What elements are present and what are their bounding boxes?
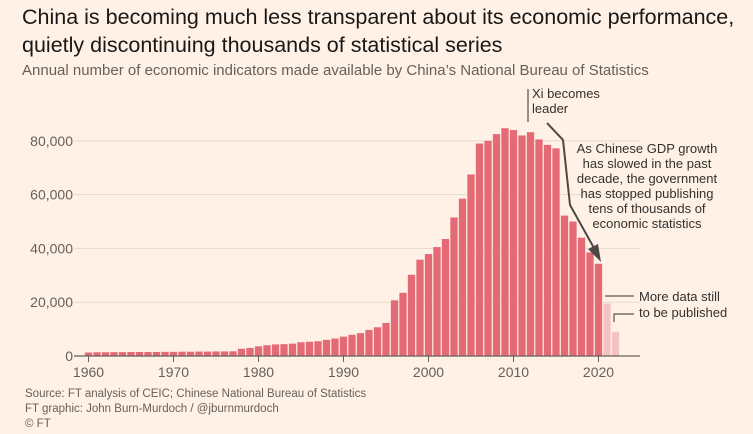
bar-1987: [314, 341, 322, 356]
gdp-annotation-line: has slowed in the past: [583, 156, 712, 171]
y-tick-label: 80,000: [30, 133, 73, 149]
more-data-leader-2: [613, 313, 634, 322]
bar-2011: [518, 135, 526, 356]
bar-1978: [237, 348, 246, 356]
bar-2020: [594, 263, 603, 356]
bar-1996: [390, 300, 399, 356]
chart-title: China is becoming much less transparent …: [22, 5, 735, 57]
bar-1967: [144, 351, 152, 356]
bar-1982: [271, 344, 280, 356]
bar-1991: [348, 334, 356, 356]
bar-1997: [399, 292, 407, 356]
bar-2013: [535, 139, 543, 356]
bar-2019: [586, 252, 594, 356]
bar-2008: [492, 134, 501, 356]
y-tick-label: 40,000: [30, 240, 73, 256]
bar-1985: [297, 342, 305, 356]
bar-1973: [195, 351, 203, 356]
bar-2021: [603, 303, 611, 356]
bar-1993: [365, 329, 373, 356]
graphic-credit: FT graphic: John Burn-Murdoch / @jburnmu…: [25, 403, 279, 415]
bar-1964: [118, 352, 127, 356]
bar-1965: [127, 351, 135, 356]
gdp-annotation-line: has stopped publishing: [581, 186, 714, 201]
bar-1979: [246, 347, 254, 356]
y-tick-label: 0: [65, 348, 73, 364]
xi-annotation-line2: leader: [532, 101, 569, 116]
bar-1984: [288, 343, 297, 356]
bar-2012: [526, 132, 535, 356]
source-note: Source: FT analysis of CEIC; Chinese Nat…: [25, 388, 367, 400]
x-tick-label: 1970: [158, 364, 189, 380]
bar-1992: [356, 333, 365, 356]
bar-2015: [552, 148, 560, 356]
bar-1990: [339, 336, 348, 356]
bar-1969: [161, 351, 169, 356]
bar-1974: [203, 351, 212, 356]
y-tick-label: 20,000: [30, 294, 73, 310]
bar-2009: [501, 128, 509, 356]
x-tick-label: 2000: [413, 364, 444, 380]
bar-1972: [186, 351, 195, 356]
chart-subtitle: Annual number of economic indicators mad…: [22, 62, 649, 79]
copyright: © FT: [25, 418, 51, 430]
bar-1977: [229, 351, 237, 356]
gdp-annotation-line: decade, the government: [577, 171, 718, 186]
x-tick-label: 1990: [328, 364, 359, 380]
x-tick-label: 2010: [498, 364, 529, 380]
bar-1961: [93, 352, 101, 356]
bar-1970: [169, 351, 178, 356]
x-tick-label: 1980: [243, 364, 274, 380]
bar-1989: [331, 338, 339, 356]
x-tick-label: 2020: [583, 364, 614, 380]
more-data-line2: to be published: [639, 305, 727, 320]
bar-1981: [263, 345, 271, 356]
gdp-annotation-line: As Chinese GDP growth: [577, 141, 718, 156]
bar-1998: [407, 274, 416, 356]
decline-arrow-icon: [588, 244, 601, 262]
bar-2006: [475, 143, 484, 356]
bar-1968: [152, 351, 161, 356]
y-tick-label: 60,000: [30, 187, 73, 203]
decline-arrow-leader: [546, 122, 595, 249]
bar-2007: [484, 140, 492, 356]
xi-annotation-line1: Xi becomes: [532, 86, 600, 101]
bar-2002: [441, 239, 450, 356]
bar-1976: [220, 351, 229, 356]
bar-1988: [322, 339, 331, 356]
bar-2001: [433, 247, 441, 356]
bar-2004: [458, 198, 467, 356]
bar-2016: [560, 215, 569, 356]
gdp-annotation-line: economic statistics: [592, 216, 702, 231]
bar-2014: [543, 144, 552, 356]
bar-2005: [467, 174, 475, 356]
x-tick-label: 1960: [73, 364, 104, 380]
bar-1995: [382, 322, 390, 356]
bar-1975: [212, 351, 220, 356]
bar-2003: [450, 217, 458, 356]
bar-1986: [305, 341, 314, 356]
bar-1960: [84, 352, 93, 356]
bar-2018: [577, 237, 586, 356]
footer: Source: FT analysis of CEIC; Chinese Nat…: [25, 387, 366, 432]
bar-2010: [509, 130, 518, 356]
bar-1963: [110, 352, 118, 356]
bar-1962: [101, 352, 110, 356]
bar-1999: [416, 259, 424, 356]
bar-1983: [280, 344, 288, 356]
more-data-line1: More data still: [639, 289, 720, 304]
bar-2022: [611, 331, 620, 356]
bar-2017: [569, 221, 577, 356]
bar-1966: [135, 351, 144, 356]
gdp-annotation-line: tens of thousands of: [588, 201, 705, 216]
bar-1971: [178, 351, 186, 356]
bar-1994: [373, 327, 382, 356]
bar-1980: [254, 346, 263, 356]
bar-2000: [424, 254, 433, 356]
